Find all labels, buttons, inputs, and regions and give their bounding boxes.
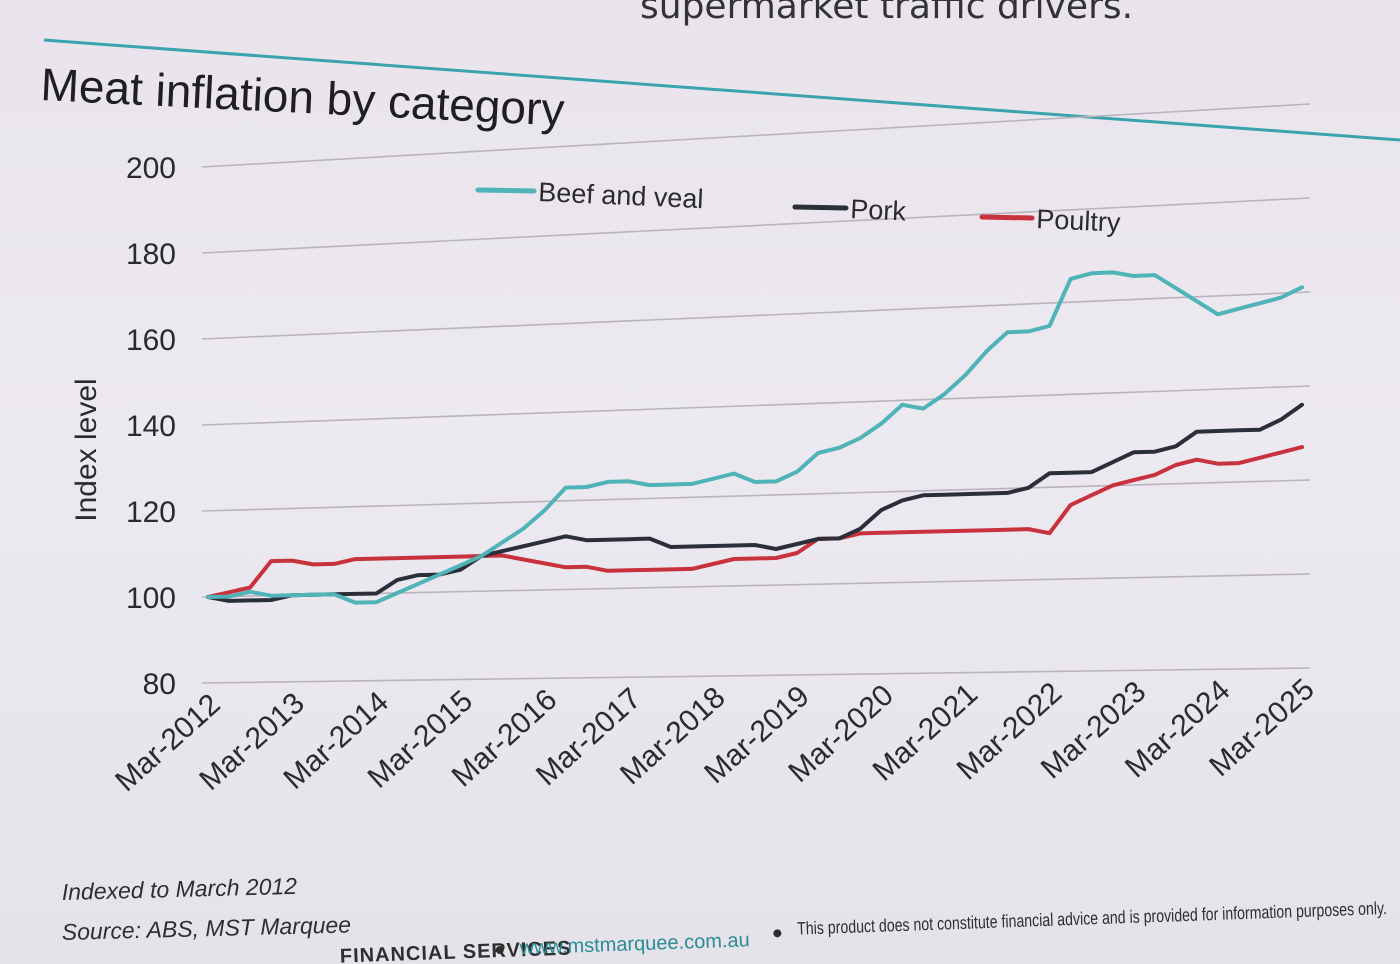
legend-swatch-poultry [979,214,1035,221]
y-axis-ticks: 200 180 160 140 120 100 80 [126,152,176,701]
series-line-beef-and-veal [206,270,1304,605]
y-tick-80: 80 [143,668,176,701]
legend-swatch-pork [792,204,849,211]
series-line-poultry [206,445,1304,599]
gridline-100 [201,573,1311,598]
footer-website-link[interactable]: www.mstmarquee.com.au [518,929,750,959]
gridlines [201,103,1311,684]
gridline-80 [201,667,1311,684]
y-tick-100: 100 [126,582,176,615]
footer-bullet-1 [495,946,504,955]
slide-heading: supermarket traffic drivers. [640,0,1133,27]
gridline-160 [201,291,1311,340]
y-axis-label: Index level [70,378,103,521]
y-tick-180: 180 [126,238,176,271]
y-tick-160: 160 [126,324,176,357]
x-axis-ticks: Mar-2012Mar-2013Mar-2014Mar-2015Mar-2016… [109,673,1321,798]
footer: FINANCIAL SERVICES www.mstmarquee.com.au… [340,898,1388,964]
y-tick-140: 140 [126,410,176,443]
footer-disclaimer: This product does not constitute financi… [797,898,1387,939]
gridline-180 [201,197,1311,254]
footer-bullet-2 [773,929,782,938]
accent-divider [43,38,1400,142]
y-tick-120: 120 [126,496,176,529]
index-note: Indexed to March 2012 [61,873,297,905]
legend-label-pork: Pork [850,194,907,226]
gridline-120 [201,479,1311,512]
gridline-140 [201,385,1311,426]
legend-label-beef-and-veal: Beef and veal [538,177,704,214]
chart-title: Meat inflation by category [40,58,566,136]
legend-swatch-beef-and-veal [475,187,537,194]
gridline-200 [201,103,1311,168]
y-tick-200: 200 [126,152,176,185]
legend: Beef and veal Pork Poultry [475,177,1122,238]
series-line-pork [206,402,1304,603]
legend-label-poultry: Poultry [1036,204,1122,238]
source-note: Source: ABS, MST Marquee [61,911,351,945]
series-lines [206,270,1304,605]
